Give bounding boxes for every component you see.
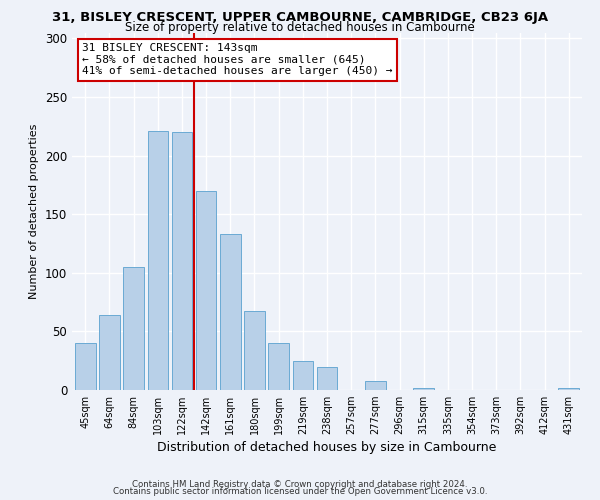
- Bar: [99, 315, 120, 390]
- Text: 31, BISLEY CRESCENT, UPPER CAMBOURNE, CAMBRIDGE, CB23 6JA: 31, BISLEY CRESCENT, UPPER CAMBOURNE, CA…: [52, 11, 548, 24]
- Bar: [75, 343, 95, 390]
- X-axis label: Distribution of detached houses by size in Cambourne: Distribution of detached houses by size …: [157, 442, 497, 454]
- Bar: [124, 267, 144, 390]
- Text: 31 BISLEY CRESCENT: 143sqm
← 58% of detached houses are smaller (645)
41% of sem: 31 BISLEY CRESCENT: 143sqm ← 58% of deta…: [82, 43, 392, 76]
- Bar: [559, 388, 579, 390]
- Text: Contains public sector information licensed under the Open Government Licence v3: Contains public sector information licen…: [113, 487, 487, 496]
- Text: Contains HM Land Registry data © Crown copyright and database right 2024.: Contains HM Land Registry data © Crown c…: [132, 480, 468, 489]
- Bar: [293, 360, 313, 390]
- Bar: [172, 132, 192, 390]
- Bar: [196, 190, 217, 390]
- Bar: [268, 343, 289, 390]
- Text: Size of property relative to detached houses in Cambourne: Size of property relative to detached ho…: [125, 21, 475, 34]
- Bar: [413, 388, 434, 390]
- Y-axis label: Number of detached properties: Number of detached properties: [29, 124, 40, 299]
- Bar: [148, 131, 168, 390]
- Bar: [317, 366, 337, 390]
- Bar: [220, 234, 241, 390]
- Bar: [244, 312, 265, 390]
- Bar: [365, 380, 386, 390]
